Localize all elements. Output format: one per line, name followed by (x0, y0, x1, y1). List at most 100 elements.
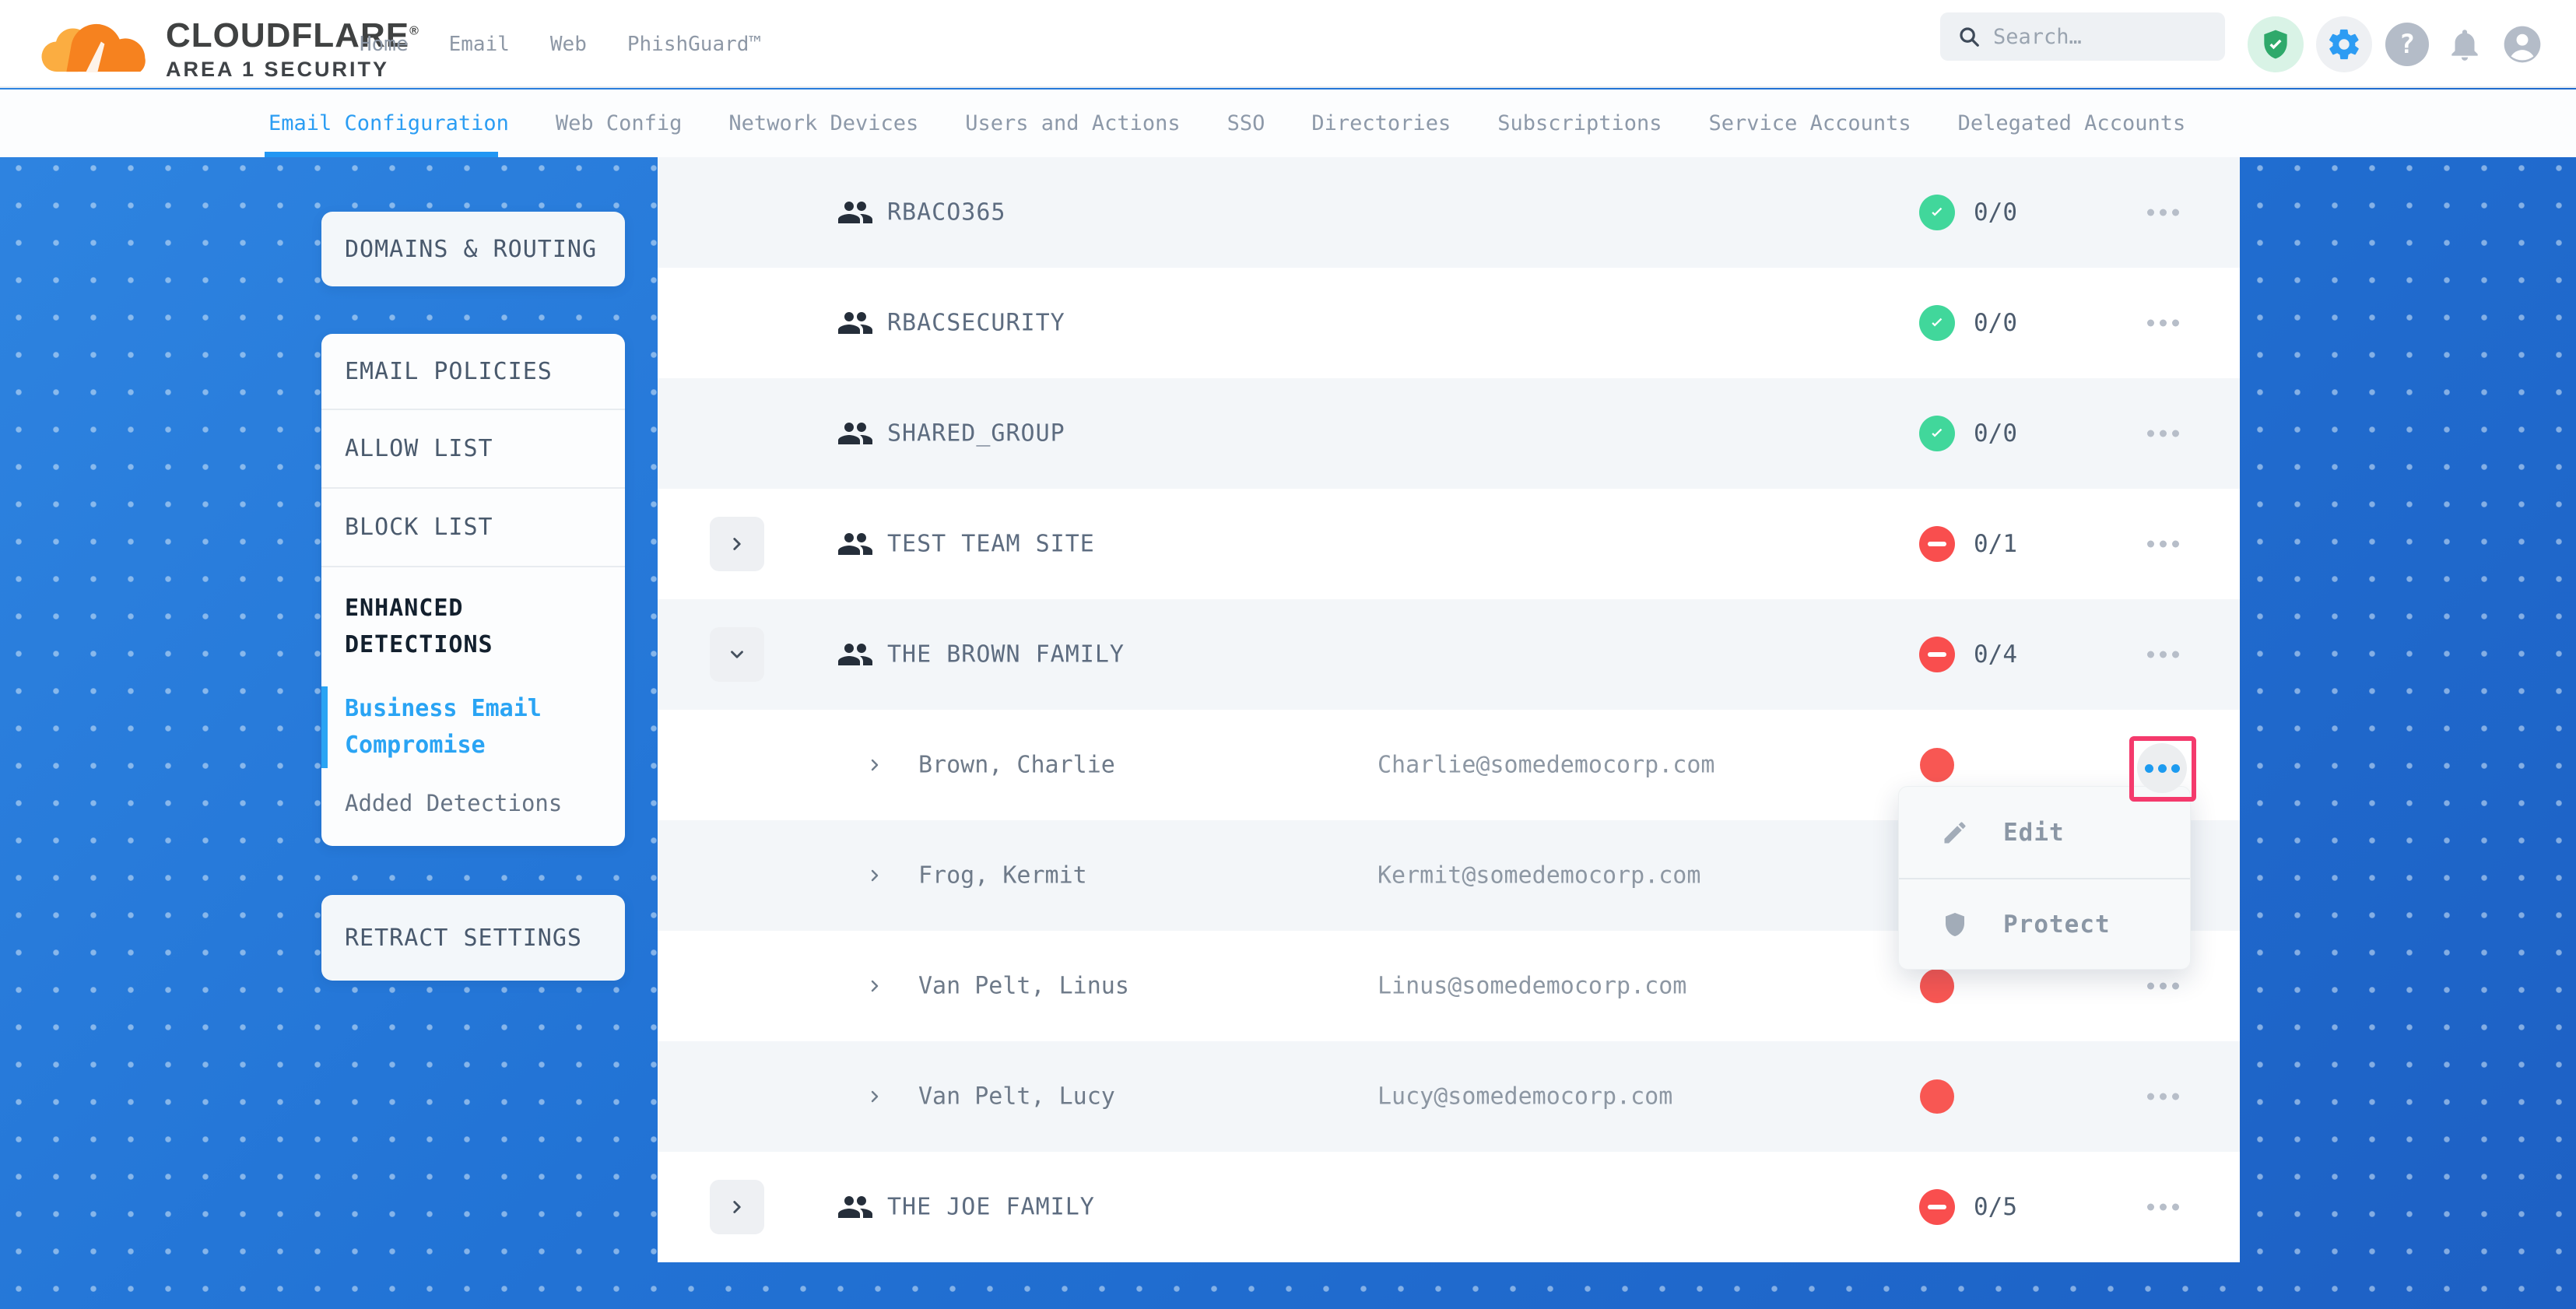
flag-dot (1920, 969, 1954, 1003)
config-tabs: Email Configuration Web Config Network D… (0, 89, 2576, 157)
table-row-member: Van Pelt, Lucy Lucy@somedemocorp.com (658, 1041, 2240, 1152)
groups-table: RBACO365 0/0 RBACSECURITY 0/0 SHARED_GRO… (658, 157, 2240, 1262)
active-tab-underline (265, 152, 498, 157)
user-icon[interactable] (2500, 22, 2545, 67)
search-icon (1960, 27, 1979, 47)
member-email: Charlie@somedemocorp.com (1377, 751, 1715, 779)
member-name: Frog, Kermit (918, 862, 1087, 890)
top-nav: Home Email Web PhishGuard™ (360, 0, 761, 88)
tab-sso[interactable]: SSO (1227, 111, 1265, 135)
protection-count: 0/0 (1974, 198, 2017, 226)
sidebar-item-allow-list[interactable]: ALLOW LIST (321, 410, 625, 489)
member-chevron-icon[interactable] (865, 756, 884, 774)
group-icon (837, 415, 874, 452)
search-box[interactable] (1940, 12, 2225, 61)
member-name: Van Pelt, Linus (918, 972, 1129, 1000)
status-ok-badge (1919, 305, 1955, 341)
tab-subscriptions[interactable]: Subscriptions (1497, 111, 1662, 135)
row-actions-button[interactable] (2147, 651, 2179, 658)
sidebar-item-domains-routing[interactable]: DOMAINS & ROUTING (345, 235, 598, 263)
app-header: CLOUDFLARE® AREA 1 SECURITY Home Email W… (0, 0, 2576, 88)
shield-icon (1946, 912, 1964, 936)
gear-icon[interactable] (2316, 16, 2372, 72)
table-row-group: TEST TEAM SITE 0/1 (658, 489, 2240, 599)
expand-button[interactable] (710, 1180, 764, 1234)
group-name: RBACSECURITY (887, 309, 1065, 337)
tab-web-config[interactable]: Web Config (555, 111, 683, 135)
row-actions-button[interactable] (2147, 209, 2179, 216)
tab-users-and-actions[interactable]: Users and Actions (965, 111, 1181, 135)
nav-email[interactable]: Email (448, 32, 510, 56)
status-ok-badge (1919, 195, 1955, 230)
registered-mark: ® (409, 24, 419, 38)
search-input[interactable] (1993, 24, 2180, 49)
row-actions-button[interactable] (2147, 1093, 2179, 1100)
group-name: THE BROWN FAMILY (887, 640, 1125, 669)
table-row-group: RBACSECURITY 0/0 (658, 268, 2240, 378)
expand-button[interactable] (710, 517, 764, 571)
group-icon (837, 304, 874, 342)
brand-name: CLOUDFLARE® (166, 16, 419, 54)
row-actions-button[interactable] (2147, 1203, 2179, 1211)
table-row-member: Van Pelt, Linus Linus@somedemocorp.com (658, 931, 2240, 1041)
group-icon (837, 525, 874, 563)
menu-item-protect[interactable]: Protect (1899, 878, 2190, 969)
context-menu: Edit Protect (1898, 786, 2191, 970)
tab-email-configuration[interactable]: Email Configuration (268, 111, 509, 135)
row-actions-button-active[interactable] (2137, 743, 2187, 793)
row-actions-button[interactable] (2147, 430, 2179, 437)
sidebar-section-enhanced-detections: ENHANCED DETECTIONS Business Email Compr… (321, 567, 625, 846)
brand-subtitle: AREA 1 SECURITY (166, 58, 390, 81)
table-row-group: SHARED_GROUP 0/0 (658, 378, 2240, 489)
row-actions-button[interactable] (2147, 319, 2179, 327)
protection-count: 0/0 (1974, 309, 2017, 337)
member-chevron-icon[interactable] (865, 977, 884, 995)
sidebar-item-enhanced-detections[interactable]: ENHANCED DETECTIONS (345, 595, 493, 658)
flag-dot (1920, 1079, 1954, 1114)
table-row-group: THE BROWN FAMILY 0/4 (658, 599, 2240, 710)
menu-item-edit[interactable]: Edit (1899, 787, 2190, 878)
nav-phishguard[interactable]: PhishGuard™ (626, 32, 762, 56)
sidebar-item-retract-settings[interactable]: RETRACT SETTINGS (345, 924, 582, 952)
member-email: Kermit@somedemocorp.com (1377, 862, 1701, 890)
group-icon (837, 636, 874, 673)
cloudflare-logo[interactable]: CLOUDFLARE® AREA 1 SECURITY (31, 5, 419, 82)
group-name: THE JOE FAMILY (887, 1193, 1095, 1221)
member-chevron-icon[interactable] (865, 866, 884, 885)
row-actions-button[interactable] (2147, 540, 2179, 548)
bell-icon[interactable] (2442, 22, 2487, 67)
tab-network-devices[interactable]: Network Devices (728, 111, 919, 135)
sidebar-card-retract: RETRACT SETTINGS (321, 895, 625, 981)
tab-delegated-accounts[interactable]: Delegated Accounts (1957, 111, 2186, 135)
group-name: RBACO365 (887, 198, 1006, 226)
nav-home[interactable]: Home (360, 32, 409, 56)
sidebar-item-added-detections[interactable]: Added Detections (345, 790, 563, 816)
flag-dot (1920, 748, 1954, 782)
shield-check-icon[interactable] (2248, 16, 2304, 72)
cloudflare-cloud-icon (41, 23, 146, 72)
member-name: Brown, Charlie (918, 751, 1115, 779)
status-blocked-badge (1919, 526, 1955, 562)
protection-count: 0/1 (1974, 530, 2017, 558)
group-icon (837, 1188, 874, 1226)
member-chevron-icon[interactable] (865, 1087, 884, 1106)
tab-directories[interactable]: Directories (1311, 111, 1451, 135)
member-name: Van Pelt, Lucy (918, 1083, 1115, 1111)
sidebar-item-email-policies[interactable]: EMAIL POLICIES (321, 334, 625, 410)
table-row-member: Brown, Charlie Charlie@somedemocorp.com (658, 710, 2240, 820)
status-ok-badge (1919, 416, 1955, 451)
status-blocked-badge (1919, 637, 1955, 672)
status-blocked-badge (1919, 1189, 1955, 1225)
member-email: Linus@somedemocorp.com (1377, 972, 1687, 1000)
tab-service-accounts[interactable]: Service Accounts (1708, 111, 1911, 135)
sidebar-item-block-list[interactable]: BLOCK LIST (321, 489, 625, 567)
help-icon[interactable]: ? (2385, 22, 2430, 67)
collapse-button[interactable] (710, 627, 764, 682)
sidebar-card-policies: EMAIL POLICIES ALLOW LIST BLOCK LIST ENH… (321, 334, 625, 846)
protection-count: 0/0 (1974, 419, 2017, 447)
table-row-group: RBACO365 0/0 (658, 157, 2240, 268)
sidebar-item-business-email-compromise[interactable]: Business Email Compromise (321, 686, 625, 768)
row-actions-button[interactable] (2147, 982, 2179, 990)
nav-web[interactable]: Web (549, 32, 587, 56)
table-row-group: THE JOE FAMILY 0/5 (658, 1152, 2240, 1262)
